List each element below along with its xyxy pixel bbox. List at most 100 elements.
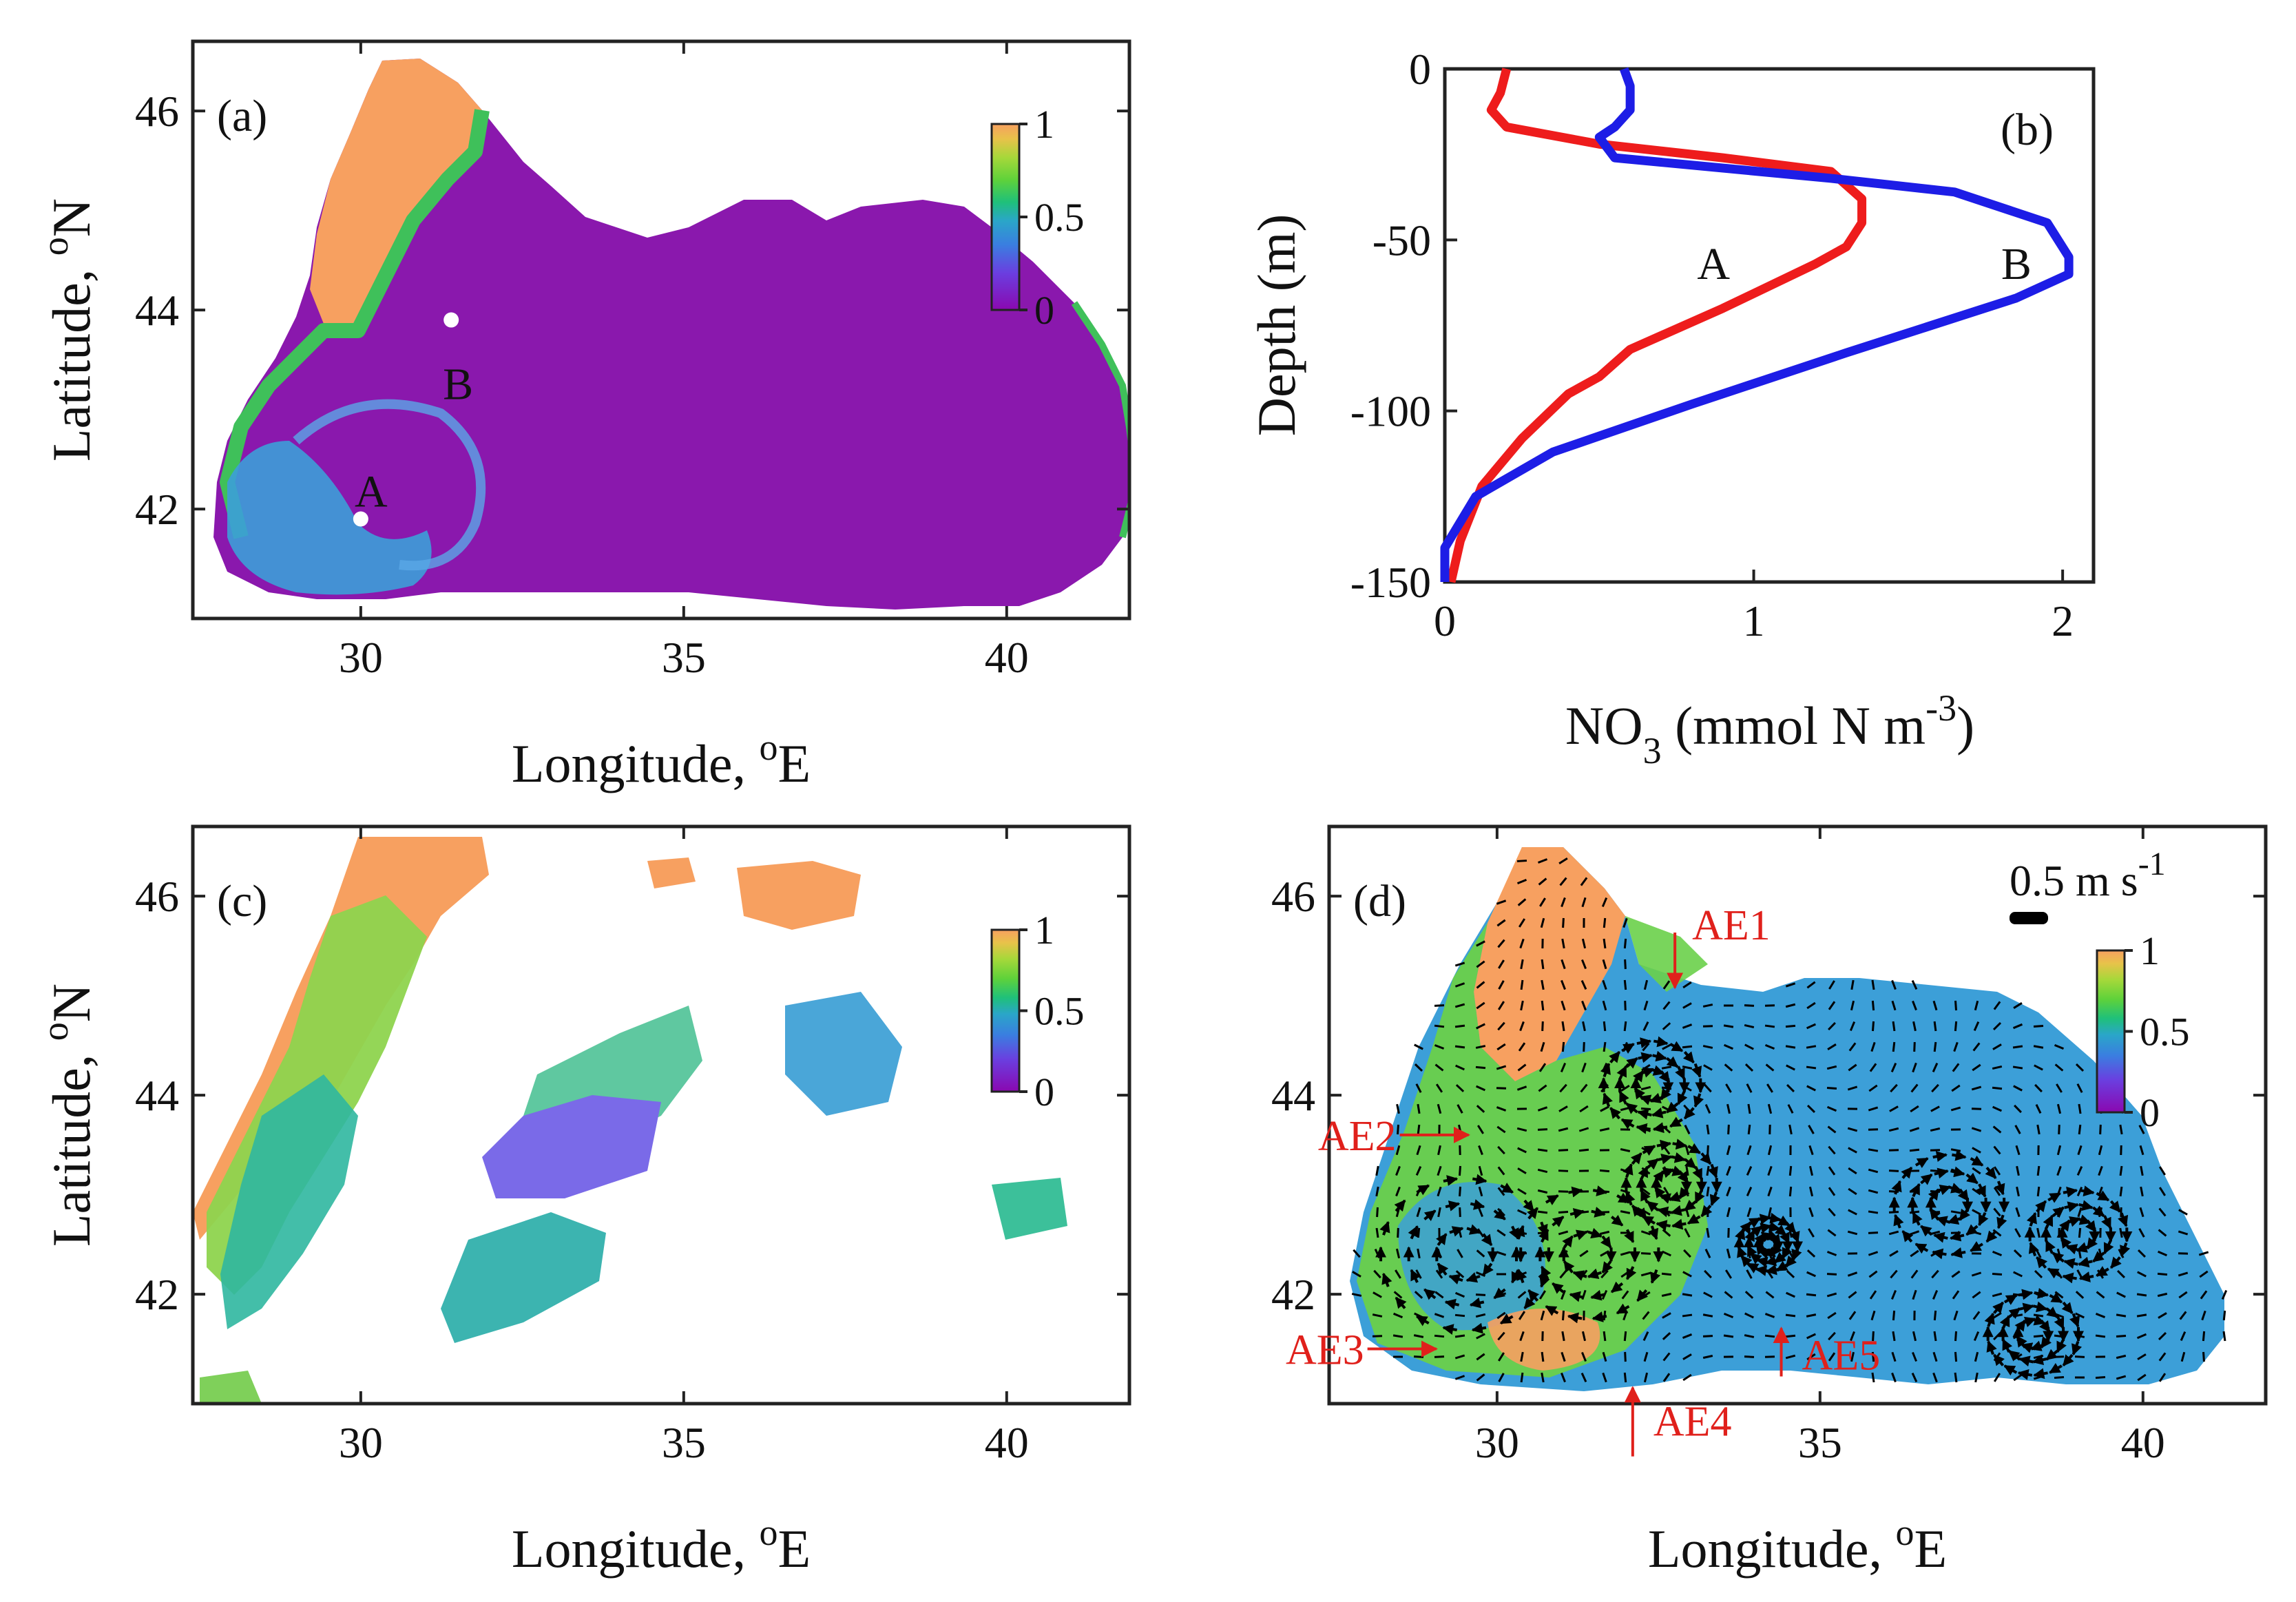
flow-vector [1640, 1271, 1651, 1277]
eddy-vector [1670, 1205, 1686, 1216]
flow-vector [1764, 1334, 1775, 1338]
colorbar-c-bar [990, 928, 1021, 1093]
eddy-vector [1891, 1180, 1902, 1195]
flow-vector [2157, 1250, 2168, 1257]
flow-vector [1475, 1065, 1486, 1070]
eddy-vector [1952, 1150, 1967, 1161]
flow-vector [2136, 1313, 2147, 1318]
flow-vector [1498, 1352, 1505, 1362]
eddy-vector [1620, 1118, 1635, 1130]
flow-vector [1454, 1024, 1465, 1028]
eddy-vector [2078, 1271, 2094, 1282]
flow-vector [1497, 1021, 1505, 1031]
flow-vector [1454, 961, 1465, 967]
flow-vector [1806, 1001, 1816, 1010]
flow-vector [1744, 1312, 1754, 1319]
flow-vector [1910, 1105, 1919, 1113]
flow-vector [1828, 1187, 1836, 1196]
flow-vector [1640, 1107, 1651, 1111]
flow-vector [1826, 1105, 1837, 1112]
flow-vector [1498, 1373, 1505, 1382]
eddy-vector [1610, 1281, 1624, 1293]
eddy-vector [1901, 1230, 1914, 1243]
eddy-vector [1671, 1218, 1687, 1230]
eddy-vector [1472, 1174, 1488, 1185]
flow-vector [1661, 1293, 1672, 1297]
flow-vector [1561, 1351, 1566, 1362]
flow-vector [1707, 1145, 1709, 1156]
flow-vector [1434, 1313, 1445, 1318]
flow-vector [1516, 1127, 1527, 1132]
flow-vector [1806, 1353, 1816, 1361]
flow-vector [1767, 1145, 1773, 1156]
eddy-7 [1982, 1288, 2084, 1380]
eddy-vector [1937, 1185, 1952, 1196]
flow-vector [1808, 1228, 1815, 1238]
eddy-vector [1978, 1211, 1989, 1227]
flow-vector [1972, 1063, 1981, 1072]
flow-vector [1972, 1209, 1981, 1216]
point-b-marker [443, 312, 459, 328]
flow-vector [1459, 1186, 1461, 1197]
flow-vector [1682, 1313, 1693, 1318]
flow-vector [1932, 1289, 1939, 1300]
flow-vector [1954, 1372, 1958, 1383]
point-b-label: B [443, 360, 473, 410]
eddy-vector [1984, 1312, 1995, 1327]
eddy-vector [1950, 1166, 1965, 1178]
flow-vector [2140, 1165, 2144, 1176]
eddy-vector [1481, 1233, 1493, 1247]
x-tick-label-c-1: 35 [662, 1418, 706, 1467]
eddy-vector [1443, 1175, 1459, 1186]
flow-vector [1891, 1000, 1897, 1011]
eddy-6 [2024, 1185, 2133, 1284]
eddy-vector [1616, 1065, 1627, 1080]
flow-vector [1517, 898, 1527, 906]
flow-vector [1417, 1124, 1421, 1135]
flow-vector [1520, 1372, 1524, 1383]
flow-vector [1871, 1351, 1875, 1362]
flow-vector [1806, 1045, 1817, 1049]
eddy-vector [1666, 1056, 1679, 1068]
flow-vector [1912, 1351, 1917, 1362]
flow-vector [1375, 1186, 1379, 1197]
flow-vector [2076, 1186, 2083, 1197]
flow-vector [1537, 1168, 1548, 1174]
flow-vector [1952, 1063, 1960, 1072]
panel-label-a: (a) [217, 91, 267, 141]
flow-vector [1351, 1293, 1362, 1297]
eddy-vector [1573, 1229, 1588, 1240]
eddy-vector [1442, 1324, 1457, 1335]
flow-vector [1541, 1351, 1545, 1362]
series-b-line [1440, 67, 2074, 582]
flow-vector [1808, 1145, 1814, 1156]
eddy-vector [1630, 1152, 1642, 1165]
flow-vector [1806, 1271, 1816, 1278]
y-tick-label-a-1: 44 [135, 286, 179, 335]
sw-filament-a [227, 441, 432, 595]
flow-vector [1561, 1000, 1566, 1011]
flow-vector [2095, 1334, 2106, 1338]
flow-vector [1950, 1106, 1961, 1112]
eddy-vector [1527, 1289, 1540, 1302]
flow-vector [1724, 1063, 1733, 1072]
flow-vector [1395, 1145, 1401, 1156]
eddy-vector [1646, 1200, 1659, 1212]
flow-vector [1476, 981, 1485, 989]
flow-vector [1806, 1333, 1816, 1340]
flow-vector [1868, 1106, 1879, 1112]
flow-vector [1785, 1313, 1796, 1318]
eddy-vector [1947, 1214, 1962, 1225]
eddy-vector [1600, 1235, 1612, 1249]
panel-label-c: (c) [217, 876, 267, 926]
eddy-vector [1970, 1155, 1984, 1167]
flow-vector [1622, 917, 1628, 928]
eddy-vector [1631, 1205, 1643, 1218]
flow-vector [1682, 981, 1692, 989]
flow-vector [1643, 979, 1649, 990]
flow-vector [1847, 1085, 1858, 1091]
flow-vector [1702, 1045, 1713, 1049]
flow-vector [1603, 1331, 1607, 1342]
flow-vector [1517, 1147, 1527, 1154]
